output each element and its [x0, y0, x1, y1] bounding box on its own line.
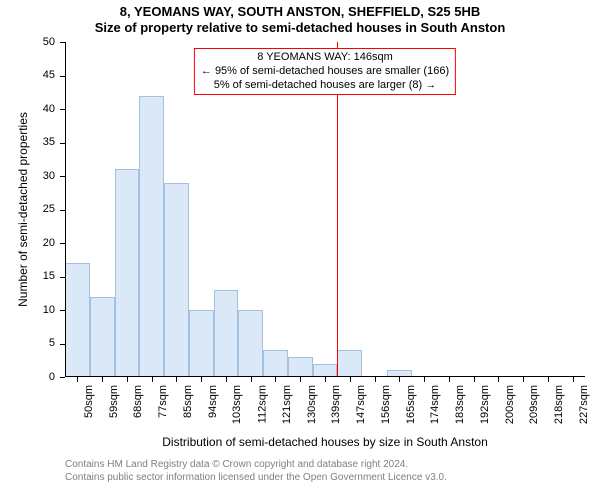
title-line-2: Size of property relative to semi-detach…: [0, 20, 600, 36]
x-tick-label: 130sqm: [306, 385, 318, 424]
x-tick-mark: [449, 377, 450, 382]
x-tick-label: 218sqm: [553, 385, 565, 424]
histogram-bar: [288, 357, 313, 377]
x-tick-mark: [399, 377, 400, 382]
x-tick-mark: [523, 377, 524, 382]
x-tick-mark: [226, 377, 227, 382]
x-tick-mark: [77, 377, 78, 382]
annotation-line-3: 5% of semi-detached houses are larger (8…: [201, 79, 449, 93]
x-tick-label: 209sqm: [529, 385, 541, 424]
x-tick-mark: [176, 377, 177, 382]
histogram-bar: [65, 263, 90, 377]
y-tick-label: 20: [0, 237, 55, 249]
x-tick-label: 112sqm: [256, 385, 268, 423]
x-tick-mark: [474, 377, 475, 382]
x-tick-label: 174sqm: [430, 385, 442, 424]
x-tick-label: 94sqm: [207, 385, 219, 418]
y-tick-mark: [60, 210, 65, 211]
y-tick-mark: [60, 344, 65, 345]
x-tick-label: 183sqm: [454, 385, 466, 424]
x-tick-mark: [300, 377, 301, 382]
y-tick-mark: [60, 109, 65, 110]
x-tick-label: 227sqm: [578, 385, 590, 424]
footer-attribution: Contains HM Land Registry data © Crown c…: [65, 459, 447, 484]
y-tick-mark: [60, 277, 65, 278]
annotation-line-2: ← 95% of semi-detached houses are smalle…: [201, 65, 449, 79]
x-axis-label: Distribution of semi-detached houses by …: [65, 435, 585, 449]
x-tick-mark: [127, 377, 128, 382]
histogram-bar: [263, 350, 288, 377]
y-tick-mark: [60, 377, 65, 378]
x-tick-label: 192sqm: [479, 385, 491, 424]
chart-plot-area: 8 YEOMANS WAY: 146sqm ← 95% of semi-deta…: [65, 42, 585, 377]
x-tick-label: 50sqm: [83, 385, 95, 418]
histogram-bar: [139, 96, 164, 377]
y-tick-label: 45: [0, 69, 55, 81]
y-tick-label: 0: [0, 371, 55, 383]
title-line-1: 8, YEOMANS WAY, SOUTH ANSTON, SHEFFIELD,…: [0, 0, 600, 20]
y-tick-mark: [60, 176, 65, 177]
y-tick-mark: [60, 42, 65, 43]
x-tick-label: 156sqm: [380, 385, 392, 424]
x-tick-mark: [498, 377, 499, 382]
histogram-bar: [164, 183, 189, 377]
y-tick-label: 40: [0, 103, 55, 115]
annotation-box: 8 YEOMANS WAY: 146sqm ← 95% of semi-deta…: [194, 48, 456, 95]
y-tick-mark: [60, 76, 65, 77]
x-tick-mark: [275, 377, 276, 382]
x-tick-label: 200sqm: [504, 385, 516, 424]
y-tick-mark: [60, 143, 65, 144]
x-tick-label: 103sqm: [231, 385, 243, 424]
x-tick-mark: [102, 377, 103, 382]
histogram-bar: [189, 310, 214, 377]
histogram-bar: [337, 350, 362, 377]
y-tick-label: 15: [0, 270, 55, 282]
y-tick-label: 25: [0, 203, 55, 215]
x-tick-mark: [375, 377, 376, 382]
x-tick-label: 68sqm: [132, 385, 144, 418]
y-tick-label: 35: [0, 136, 55, 148]
histogram-bar: [313, 364, 338, 377]
y-axis-line: [65, 42, 66, 377]
x-tick-label: 85sqm: [182, 385, 194, 418]
x-tick-mark: [548, 377, 549, 382]
x-tick-mark: [201, 377, 202, 382]
footer-line-2: Contains public sector information licen…: [65, 472, 447, 485]
x-tick-label: 139sqm: [331, 385, 343, 424]
x-tick-mark: [251, 377, 252, 382]
x-tick-mark: [152, 377, 153, 382]
histogram-bar: [90, 297, 115, 377]
x-tick-mark: [573, 377, 574, 382]
x-tick-mark: [325, 377, 326, 382]
annotation-line-1: 8 YEOMANS WAY: 146sqm: [201, 51, 449, 65]
x-tick-mark: [424, 377, 425, 382]
y-tick-label: 30: [0, 170, 55, 182]
y-tick-label: 10: [0, 304, 55, 316]
footer-line-1: Contains HM Land Registry data © Crown c…: [65, 459, 447, 472]
x-tick-label: 59sqm: [108, 385, 120, 418]
y-tick-mark: [60, 310, 65, 311]
x-tick-label: 77sqm: [157, 385, 169, 418]
y-tick-label: 5: [0, 337, 55, 349]
histogram-bar: [214, 290, 239, 377]
histogram-bar: [115, 169, 140, 377]
histogram-bar: [238, 310, 263, 377]
x-tick-label: 121sqm: [281, 385, 293, 424]
x-tick-label: 147sqm: [355, 385, 367, 424]
y-tick-mark: [60, 243, 65, 244]
x-tick-mark: [350, 377, 351, 382]
x-tick-label: 165sqm: [405, 385, 417, 424]
y-tick-label: 50: [0, 36, 55, 48]
